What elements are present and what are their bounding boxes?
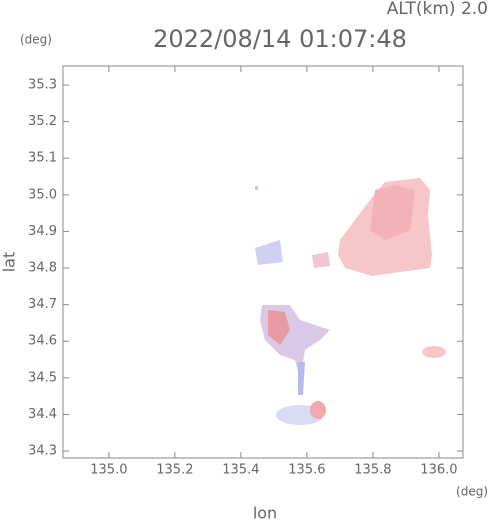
x-tick-label: 135.0 xyxy=(90,463,127,478)
y-tick-label: 34.3 xyxy=(28,444,57,459)
y-tick-label: 35.3 xyxy=(28,78,57,93)
echo-region xyxy=(312,252,330,268)
y-tick-label: 34.8 xyxy=(28,261,57,276)
y-tick-label: 34.9 xyxy=(28,224,57,239)
x-axis-label: lon xyxy=(253,504,277,521)
chart-title: 2022/08/14 01:07:48 xyxy=(153,25,407,53)
plot-frame xyxy=(62,65,464,459)
y-axis-label: lat xyxy=(0,252,19,273)
echo-region xyxy=(310,401,326,419)
y-tick-label: 35.1 xyxy=(28,151,57,166)
y-tick-label: 34.7 xyxy=(28,297,57,312)
y-unit: (deg) xyxy=(20,33,52,47)
y-tick-label: 35.0 xyxy=(28,187,57,202)
echo-region xyxy=(268,310,290,345)
y-tick-label: 34.5 xyxy=(28,370,57,385)
echo-region xyxy=(298,362,305,395)
echo-region xyxy=(370,185,415,240)
altitude-label: ALT(km) 2.0 xyxy=(387,0,488,19)
y-tick-label: 34.4 xyxy=(28,407,57,422)
x-tick-label: 135.6 xyxy=(288,463,325,478)
y-tick-label: 35.2 xyxy=(28,114,57,129)
echo-region xyxy=(255,186,258,190)
echo-region xyxy=(255,240,283,265)
y-tick-label: 34.6 xyxy=(28,334,57,349)
x-tick-label: 135.8 xyxy=(354,463,391,478)
x-tick-label: 136.0 xyxy=(420,463,457,478)
echo-region xyxy=(422,346,446,358)
x-tick-label: 135.4 xyxy=(222,463,259,478)
x-tick-label: 135.2 xyxy=(156,463,193,478)
echo-regions xyxy=(255,178,446,425)
x-unit: (deg) xyxy=(456,485,488,499)
